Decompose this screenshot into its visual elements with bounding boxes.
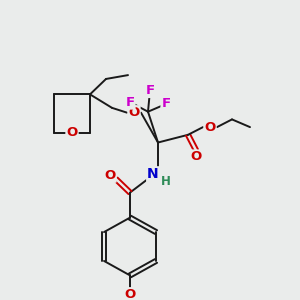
Text: O: O	[124, 288, 136, 300]
Text: O: O	[104, 169, 116, 182]
Text: F: F	[146, 84, 154, 97]
Text: O: O	[66, 126, 78, 140]
Text: O: O	[190, 151, 202, 164]
Text: O: O	[204, 121, 216, 134]
Text: O: O	[128, 106, 140, 119]
Text: N: N	[147, 167, 159, 181]
Text: H: H	[161, 175, 171, 188]
Text: F: F	[125, 96, 135, 109]
Text: F: F	[161, 98, 171, 110]
